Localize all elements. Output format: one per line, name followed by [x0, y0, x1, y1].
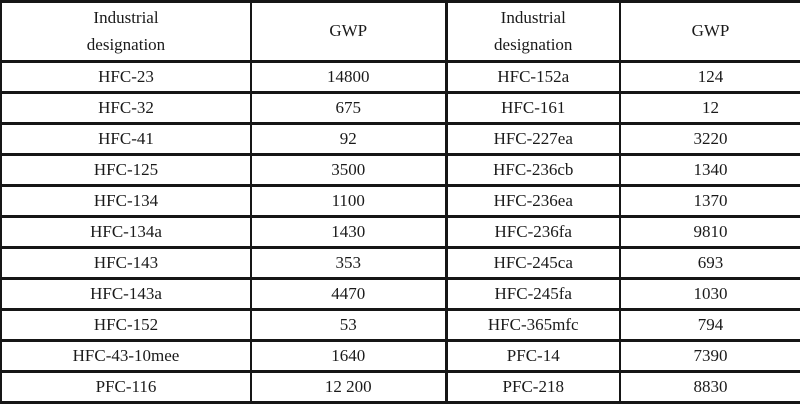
cell-gwp-value: 12 [619, 91, 800, 125]
cell-industrial-designation: HFC-32 [0, 91, 252, 125]
cell-gwp-value: 794 [619, 308, 800, 342]
table-row: HFC-23 14800 HFC-152a 124 [0, 60, 800, 94]
cell-industrial-designation: PFC-116 [0, 370, 252, 404]
table-row: HFC-41 92 HFC-227ea 3220 [0, 122, 800, 156]
table-row: HFC-143 353 HFC-245ca 693 [0, 246, 800, 280]
cell-industrial-designation: HFC-125 [0, 153, 252, 187]
cell-gwp-value: 1340 [619, 153, 800, 187]
col-header-designation-right: Industrial designation [444, 0, 621, 63]
cell-industrial-designation: HFC-43-10mee [0, 339, 252, 373]
cell-gwp-value: 124 [619, 60, 800, 94]
cell-gwp-value: 8830 [619, 370, 800, 404]
cell-industrial-designation: HFC-236cb [444, 153, 621, 187]
cell-industrial-designation: HFC-134 [0, 184, 252, 218]
cell-gwp-value: 3220 [619, 122, 800, 156]
cell-industrial-designation: HFC-152 [0, 308, 252, 342]
table-row: HFC-43-10mee 1640 PFC-14 7390 [0, 339, 800, 373]
cell-industrial-designation: HFC-134a [0, 215, 252, 249]
cell-industrial-designation: HFC-236ea [444, 184, 621, 218]
cell-industrial-designation: HFC-152a [444, 60, 621, 94]
cell-industrial-designation: HFC-23 [0, 60, 252, 94]
cell-gwp-value: 1430 [250, 215, 447, 249]
col-header-gwp-left: GWP [250, 0, 447, 63]
cell-industrial-designation: HFC-143 [0, 246, 252, 280]
table-row: PFC-116 12 200 PFC-218 8830 [0, 370, 800, 404]
cell-industrial-designation: HFC-161 [444, 91, 621, 125]
cell-gwp-value: 675 [250, 91, 447, 125]
cell-gwp-value: 12 200 [250, 370, 447, 404]
cell-gwp-value: 1030 [619, 277, 800, 311]
cell-gwp-value: 92 [250, 122, 447, 156]
cell-gwp-value: 4470 [250, 277, 447, 311]
cell-gwp-value: 14800 [250, 60, 447, 94]
table-body: HFC-23 14800 HFC-152a 124 HFC-32 675 HFC-161 12… [0, 60, 800, 404]
cell-industrial-designation: PFC-14 [444, 339, 621, 373]
table-row: HFC-32 675 HFC-161 12 [0, 91, 800, 125]
cell-industrial-designation: HFC-245ca [444, 246, 621, 280]
cell-gwp-value: 693 [619, 246, 800, 280]
cell-industrial-designation: HFC-143a [0, 277, 252, 311]
table-row: HFC-143a 4470 HFC-245fa 1030 [0, 277, 800, 311]
cell-gwp-value: 3500 [250, 153, 447, 187]
cell-gwp-value: 7390 [619, 339, 800, 373]
cell-industrial-designation: HFC-245fa [444, 277, 621, 311]
cell-industrial-designation: HFC-365mfc [444, 308, 621, 342]
cell-gwp-value: 353 [250, 246, 447, 280]
cell-industrial-designation: HFC-41 [0, 122, 252, 156]
header-row: Industrial designation GWP Industrial de… [0, 0, 800, 63]
col-header-designation-left: Industrial designation [0, 0, 252, 63]
table-row: HFC-134 1100 HFC-236ea 1370 [0, 184, 800, 218]
col-header-gwp-right: GWP [619, 0, 800, 63]
cell-gwp-value: 1100 [250, 184, 447, 218]
table-row: HFC-152 53 HFC-365mfc 794 [0, 308, 800, 342]
cell-gwp-value: 9810 [619, 215, 800, 249]
table-row: HFC-125 3500 HFC-236cb 1340 [0, 153, 800, 187]
table-row: HFC-134a 1430 HFC-236fa 9810 [0, 215, 800, 249]
cell-gwp-value: 53 [250, 308, 447, 342]
cell-gwp-value: 1640 [250, 339, 447, 373]
cell-industrial-designation: HFC-227ea [444, 122, 621, 156]
cell-industrial-designation: PFC-218 [444, 370, 621, 404]
cell-gwp-value: 1370 [619, 184, 800, 218]
cell-industrial-designation: HFC-236fa [444, 215, 621, 249]
